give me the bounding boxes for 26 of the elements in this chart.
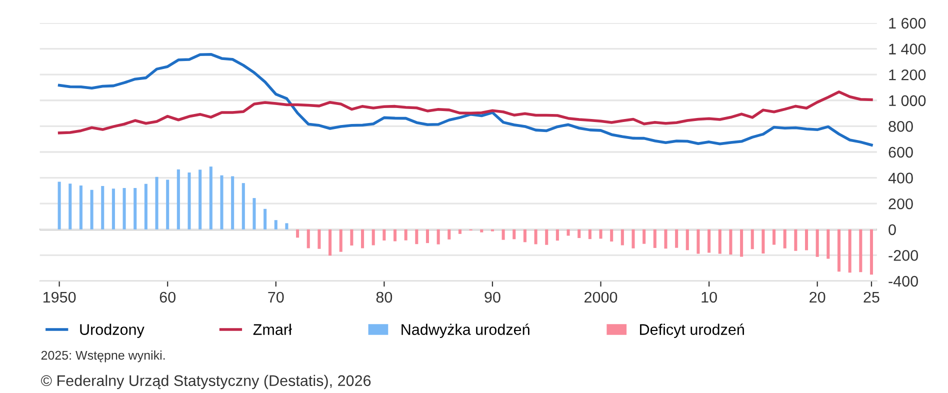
text: 2025: Wstępne wyniki. bbox=[41, 350, 165, 362]
legend-label: Urodzony bbox=[80, 324, 144, 338]
y-tick-label: 400 bbox=[888, 172, 913, 184]
y-tick-label: 200 bbox=[888, 198, 913, 210]
legend-label: Nadwyżka urodzeń bbox=[402, 324, 530, 338]
x-tick-label: 2000 bbox=[584, 292, 618, 303]
legend-label: Zmarł bbox=[253, 324, 292, 335]
y-tick-label: 1 600 bbox=[889, 18, 926, 29]
x-tick-label: 60 bbox=[160, 292, 176, 303]
x-tick-label: 25 bbox=[864, 292, 880, 303]
y-tick-label: 800 bbox=[888, 121, 913, 132]
y-tick-label: 600 bbox=[888, 146, 913, 158]
y-tick-label: 1 400 bbox=[889, 44, 926, 54]
x-tick-label: 20 bbox=[810, 292, 826, 303]
y-tick-label: 0 bbox=[888, 224, 896, 236]
x-tick-label: 10 bbox=[702, 292, 717, 303]
y-tick-label: -400 bbox=[888, 276, 918, 287]
y-tick-label: 1 200 bbox=[889, 69, 926, 80]
legend-label: Deficyt urodzeń bbox=[640, 324, 744, 338]
text: © Federalny Urząd Statystyczny (Destatis), 2026 bbox=[40, 374, 371, 390]
x-tick-label: 90 bbox=[484, 292, 500, 303]
x-tick-label: 70 bbox=[268, 292, 284, 303]
x-tick-label: 80 bbox=[376, 292, 392, 303]
x-tick-label: 1950 bbox=[43, 292, 76, 303]
y-tick-label: 1 000 bbox=[889, 95, 926, 106]
y-tick-label: -200 bbox=[888, 250, 918, 261]
